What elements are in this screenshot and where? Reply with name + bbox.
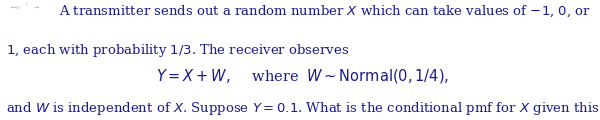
Text: $Y = X + W, \quad$ where $\; W \sim \mathrm{Normal}(0, 1/4),$: $Y = X + W, \quad$ where $\; W \sim \mat… (157, 67, 449, 85)
Text: A transmitter sends out a random number $X$ which can take values of $-1$, $0$, : A transmitter sends out a random number … (59, 4, 592, 19)
Text: and $W$ is independent of $X$. Suppose $Y = 0.1$. What is the conditional pmf fo: and $W$ is independent of $X$. Suppose $… (6, 100, 599, 117)
Text: $_{{\leftarrow}\!v}\ \cdot\ _{\rightarrow}$: $_{{\leftarrow}\!v}\ \cdot\ _{\rightarro… (9, 2, 40, 12)
Text: $1$, each with probability $1/3$. The receiver observes: $1$, each with probability $1/3$. The re… (6, 42, 349, 59)
